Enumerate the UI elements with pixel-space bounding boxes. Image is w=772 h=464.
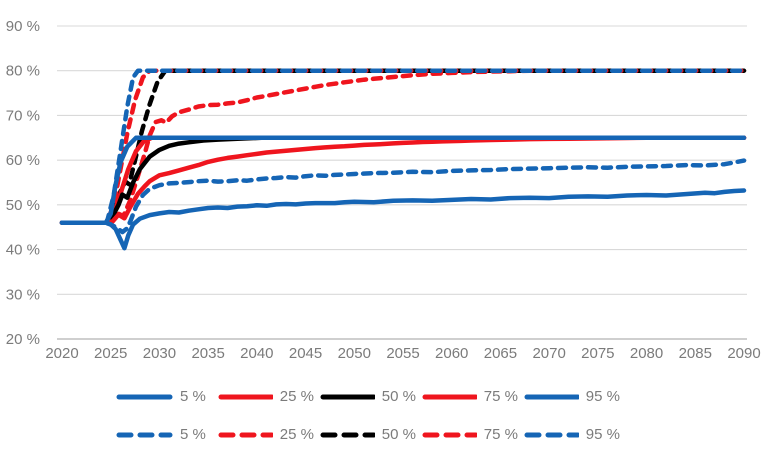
legend-label: 25 % [279, 388, 314, 405]
x-tick-label: 2065 [484, 345, 517, 362]
x-tick-label: 2055 [386, 345, 419, 362]
series-solid-25-line [59, 135, 747, 225]
series-solid-75-line [59, 135, 747, 225]
legend-item-dashed-95%: 95 % [524, 426, 620, 443]
legend-swatch-dashed-line-icon [116, 432, 173, 437]
legend-swatch-dashed-line-icon [524, 432, 579, 437]
y-tick-label: 20 % [6, 331, 40, 348]
legend-label: 75 % [483, 426, 518, 443]
series-dashed-5-line [59, 158, 747, 235]
legend-label: 25 % [279, 426, 314, 443]
legend-item-solid-5%: 5 % [116, 388, 212, 405]
x-tick-label: 2020 [45, 345, 78, 362]
y-tick-label: 90 % [6, 18, 40, 35]
legend-item-solid-95%: 95 % [524, 388, 620, 405]
x-tick-label: 2050 [338, 345, 371, 362]
y-tick-label: 80 % [6, 63, 40, 80]
y-tick-label: 50 % [6, 197, 40, 214]
x-tick-label: 2035 [191, 345, 224, 362]
x-tick-label: 2060 [435, 345, 468, 362]
series-solid-95-line [59, 135, 747, 225]
chart-legend: 5 % 25 % 50 % 75 % 95 % 5 % 25 % 50 % 75 % 95 % [0, 388, 772, 443]
legend-item-dashed-25%: 25 % [218, 426, 314, 443]
legend-swatch-dashed-line-icon [422, 432, 477, 437]
legend-swatch-solid-line-icon [422, 394, 477, 399]
x-tick-label: 2085 [679, 345, 712, 362]
series-solid-50-line [59, 135, 747, 225]
legend-swatch-dashed-line-icon [218, 432, 273, 437]
series-solid-5-line [59, 188, 747, 251]
legend-label: 95 % [585, 388, 620, 405]
x-tick-label: 2040 [240, 345, 273, 362]
legend-item-dashed-75%: 75 % [422, 426, 518, 443]
legend-swatch-solid-line-icon [524, 394, 579, 399]
legend-label: 50 % [381, 426, 416, 443]
y-tick-label: 40 % [6, 242, 40, 259]
legend-item-dashed-5%: 5 % [116, 426, 212, 443]
legend-label: 5 % [180, 426, 206, 443]
legend-item-solid-50%: 50 % [320, 388, 416, 405]
plot-area: 90 % 80 % 70 % 60 % 50 % 40 % 30 % 20 % 2020 2025… [6, 18, 761, 362]
legend-row-dashed: 5 % 25 % 50 % 75 % 95 % [116, 426, 620, 443]
x-tick-label: 2075 [581, 345, 614, 362]
legend-swatch-solid-line-icon [320, 394, 375, 399]
legend-swatch-dashed-line-icon [320, 432, 375, 437]
legend-row-solid: 5 % 25 % 50 % 75 % 95 % [116, 388, 620, 405]
y-tick-label: 70 % [6, 107, 40, 124]
x-tick-label: 2090 [727, 345, 760, 362]
legend-item-solid-75%: 75 % [422, 388, 518, 405]
x-tick-label: 2070 [532, 345, 565, 362]
legend-swatch-solid-line-icon [116, 394, 173, 399]
legend-item-dashed-50%: 50 % [320, 426, 416, 443]
legend-label: 75 % [483, 388, 518, 405]
legend-label: 95 % [585, 426, 620, 443]
legend-label: 5 % [180, 388, 206, 405]
x-tick-label: 2080 [630, 345, 663, 362]
legend-swatch-solid-line-icon [218, 394, 273, 399]
y-tick-label: 30 % [6, 286, 40, 303]
x-tick-label: 2045 [289, 345, 322, 362]
series-dashed-25-line [59, 68, 747, 225]
x-tick-label: 2025 [94, 345, 127, 362]
legend-item-solid-25%: 25 % [218, 388, 314, 405]
y-tick-label: 60 % [6, 152, 40, 169]
legend-label: 50 % [381, 388, 416, 405]
x-tick-label: 2030 [143, 345, 176, 362]
